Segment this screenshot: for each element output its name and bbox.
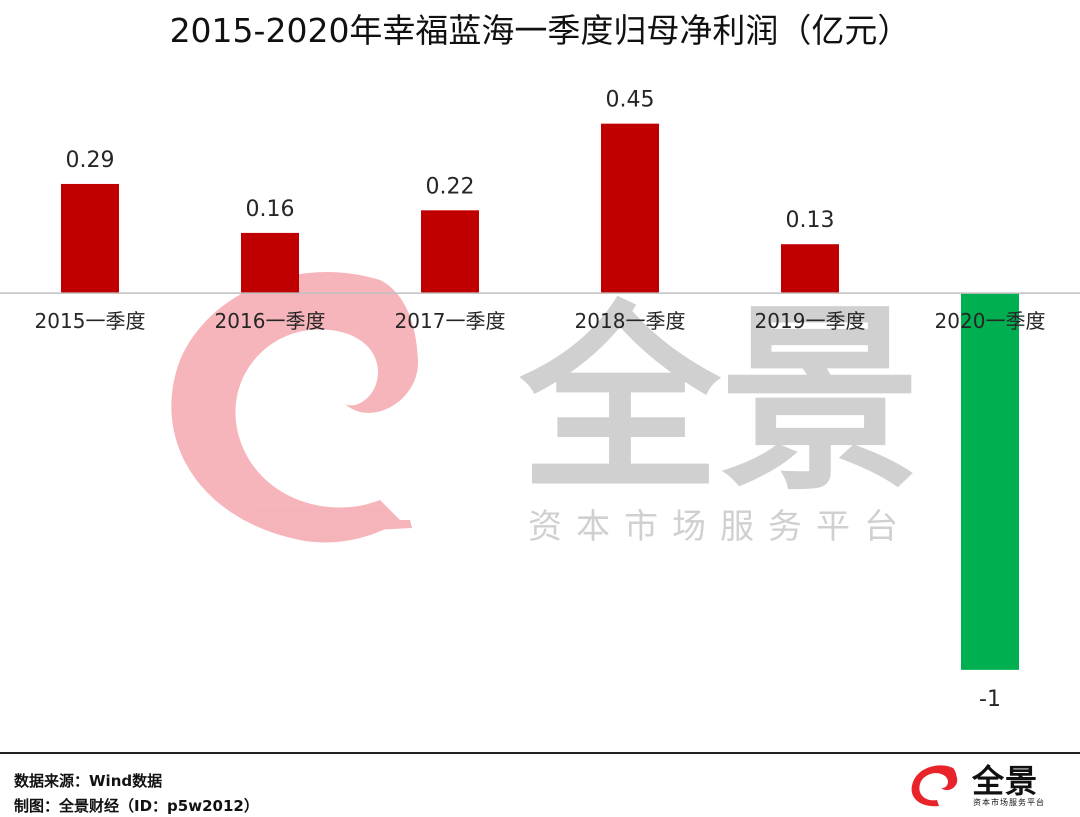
bar-2016一季度 <box>241 232 299 294</box>
value-label: 0.45 <box>606 88 655 113</box>
footer-source: 数据来源：Wind数据 <box>14 772 163 790</box>
value-label: 0.13 <box>786 208 835 233</box>
category-label: 2015一季度 <box>35 309 146 333</box>
watermark-swirl-tail-icon <box>330 520 412 532</box>
bar-2017一季度 <box>421 210 479 294</box>
brand-name: 全景 <box>972 762 1039 800</box>
value-label: 0.16 <box>246 197 295 222</box>
footer-divider <box>0 752 1080 754</box>
watermark-name: 全景 <box>519 285 920 518</box>
watermark: 全景 资本市场服务平台 <box>171 271 920 547</box>
value-labels: 0.29 0.16 0.22 0.45 0.13 -1 <box>66 88 1001 712</box>
category-label: 2018一季度 <box>575 309 686 333</box>
bar-2015一季度 <box>61 183 119 294</box>
bar-2020一季度 <box>961 293 1019 670</box>
bar-2018一季度 <box>601 123 659 294</box>
value-label: 0.22 <box>426 174 475 199</box>
bar-2019一季度 <box>781 244 839 294</box>
value-label: -1 <box>979 687 1001 712</box>
brand-swirl-icon <box>911 765 958 807</box>
watermark-slogan: 资本市场服务平台 <box>528 507 912 547</box>
chart-title: 2015-2020年幸福蓝海一季度归母净利润（亿元） <box>169 11 911 50</box>
brand-logo <box>911 765 958 807</box>
category-label: 2019一季度 <box>755 309 866 333</box>
category-label: 2020一季度 <box>935 309 1046 333</box>
chart-plot: 全景 资本市场服务平台 2015一季度 2016一季度 2017一季度 2018一季度… <box>0 88 1080 712</box>
bars-layer <box>61 123 1019 670</box>
category-labels: 2015一季度 2016一季度 2017一季度 2018一季度 2019一季度 2020一… <box>35 309 1046 333</box>
brand-slogan: 资本市场服务平台 <box>973 798 1045 807</box>
category-label: 2016一季度 <box>215 309 326 333</box>
footer-credit: 制图：全景财经（ID：p5w2012） <box>14 797 259 815</box>
category-label: 2017一季度 <box>395 309 506 333</box>
watermark-swirl-icon <box>171 271 419 543</box>
value-label: 0.29 <box>66 148 115 173</box>
